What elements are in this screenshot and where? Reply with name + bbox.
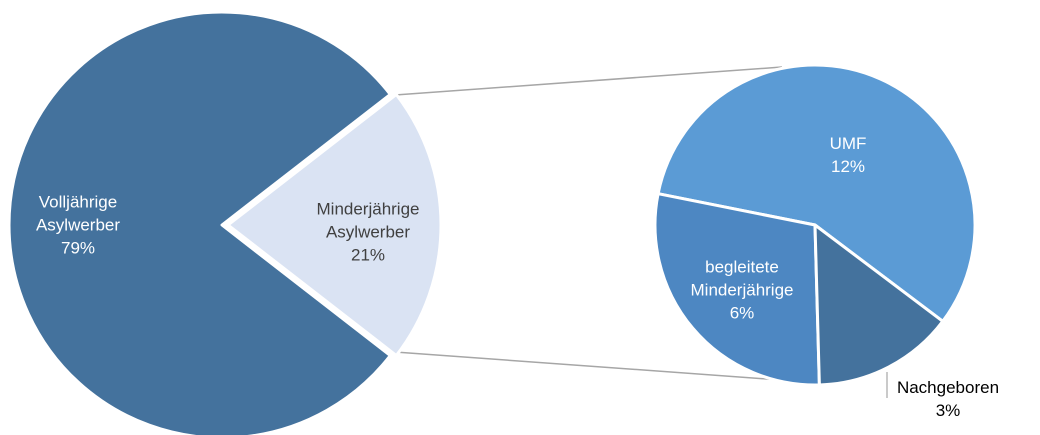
slice-label: Volljährige Asylwerber 79% [18, 191, 138, 260]
slice-label: begleitete Minderjährige 6% [667, 256, 817, 325]
slice-value: 3% [935, 401, 961, 420]
slice-name: begleitete Minderjährige [690, 257, 794, 300]
pie-slice [226, 92, 443, 358]
slice-value: 6% [729, 303, 755, 323]
slice-value: 79% [60, 238, 96, 258]
pie-slice [813, 223, 945, 387]
slice-label: UMF 12% [808, 132, 888, 178]
slice-name: UMF [829, 134, 867, 153]
slice-value: 12% [830, 157, 866, 176]
connector-line [394, 351, 823, 384]
pie-slice [653, 192, 821, 387]
connector-line [394, 66, 783, 96]
slice-name: Nachgeboren [896, 378, 1000, 397]
slice-label: Minderjährige Asylwerber 21% [293, 198, 443, 267]
slice-value: 21% [350, 245, 386, 265]
pie-slice [7, 10, 392, 435]
slice-label: Nachgeboren 3% [883, 376, 1013, 422]
slice-name: Minderjährige Asylwerber [316, 199, 420, 242]
pie-slice [656, 63, 977, 323]
slice-name: Volljährige Asylwerber [35, 192, 121, 235]
